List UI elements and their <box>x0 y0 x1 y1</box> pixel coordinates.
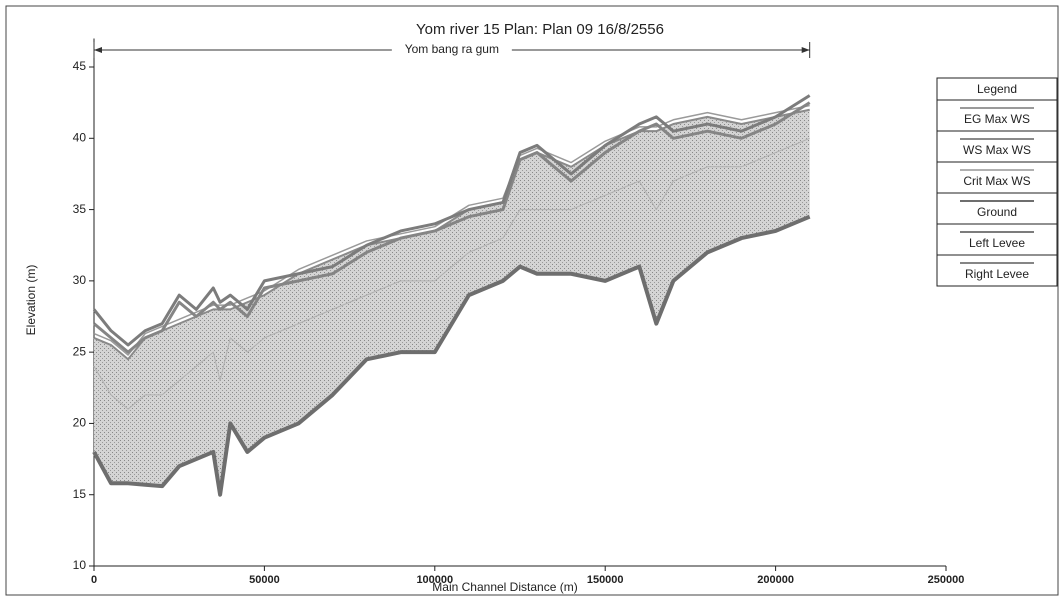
legend-label: EG Max WS <box>964 112 1030 126</box>
y-tick-label: 40 <box>73 130 87 144</box>
x-tick-label: 100000 <box>416 574 453 586</box>
y-tick-label: 20 <box>73 416 87 430</box>
y-axis-label: Elevation (m) <box>24 265 38 336</box>
legend-label: Ground <box>977 205 1017 219</box>
legend-label: Left Levee <box>969 236 1025 250</box>
x-tick-label: 150000 <box>587 574 624 586</box>
reach-label: Yom bang ra gum <box>405 42 499 56</box>
legend-label: Right Levee <box>965 267 1029 281</box>
x-tick-label: 200000 <box>757 574 794 586</box>
y-tick-label: 30 <box>73 273 87 287</box>
x-tick-label: 250000 <box>928 574 965 586</box>
chart-title: Yom river 15 Plan: Plan 09 16/8/2556 <box>416 21 664 38</box>
y-tick-label: 35 <box>73 202 87 216</box>
legend-label: WS Max WS <box>963 143 1031 157</box>
legend-title: Legend <box>977 82 1017 96</box>
x-axis-label: Main Channel Distance (m) <box>432 580 577 594</box>
arrow-head <box>802 47 810 53</box>
x-tick-label: 0 <box>91 574 97 586</box>
y-tick-label: 15 <box>73 487 87 501</box>
frame <box>6 6 1058 595</box>
y-tick-label: 45 <box>73 59 87 73</box>
legend-label: Crit Max WS <box>963 174 1030 188</box>
y-tick-label: 10 <box>73 558 87 572</box>
x-tick-label: 50000 <box>249 574 280 586</box>
chart: Yom river 15 Plan: Plan 09 16/8/2556 Ele… <box>0 0 1064 601</box>
arrow-head <box>94 47 102 53</box>
y-tick-label: 25 <box>73 344 87 358</box>
